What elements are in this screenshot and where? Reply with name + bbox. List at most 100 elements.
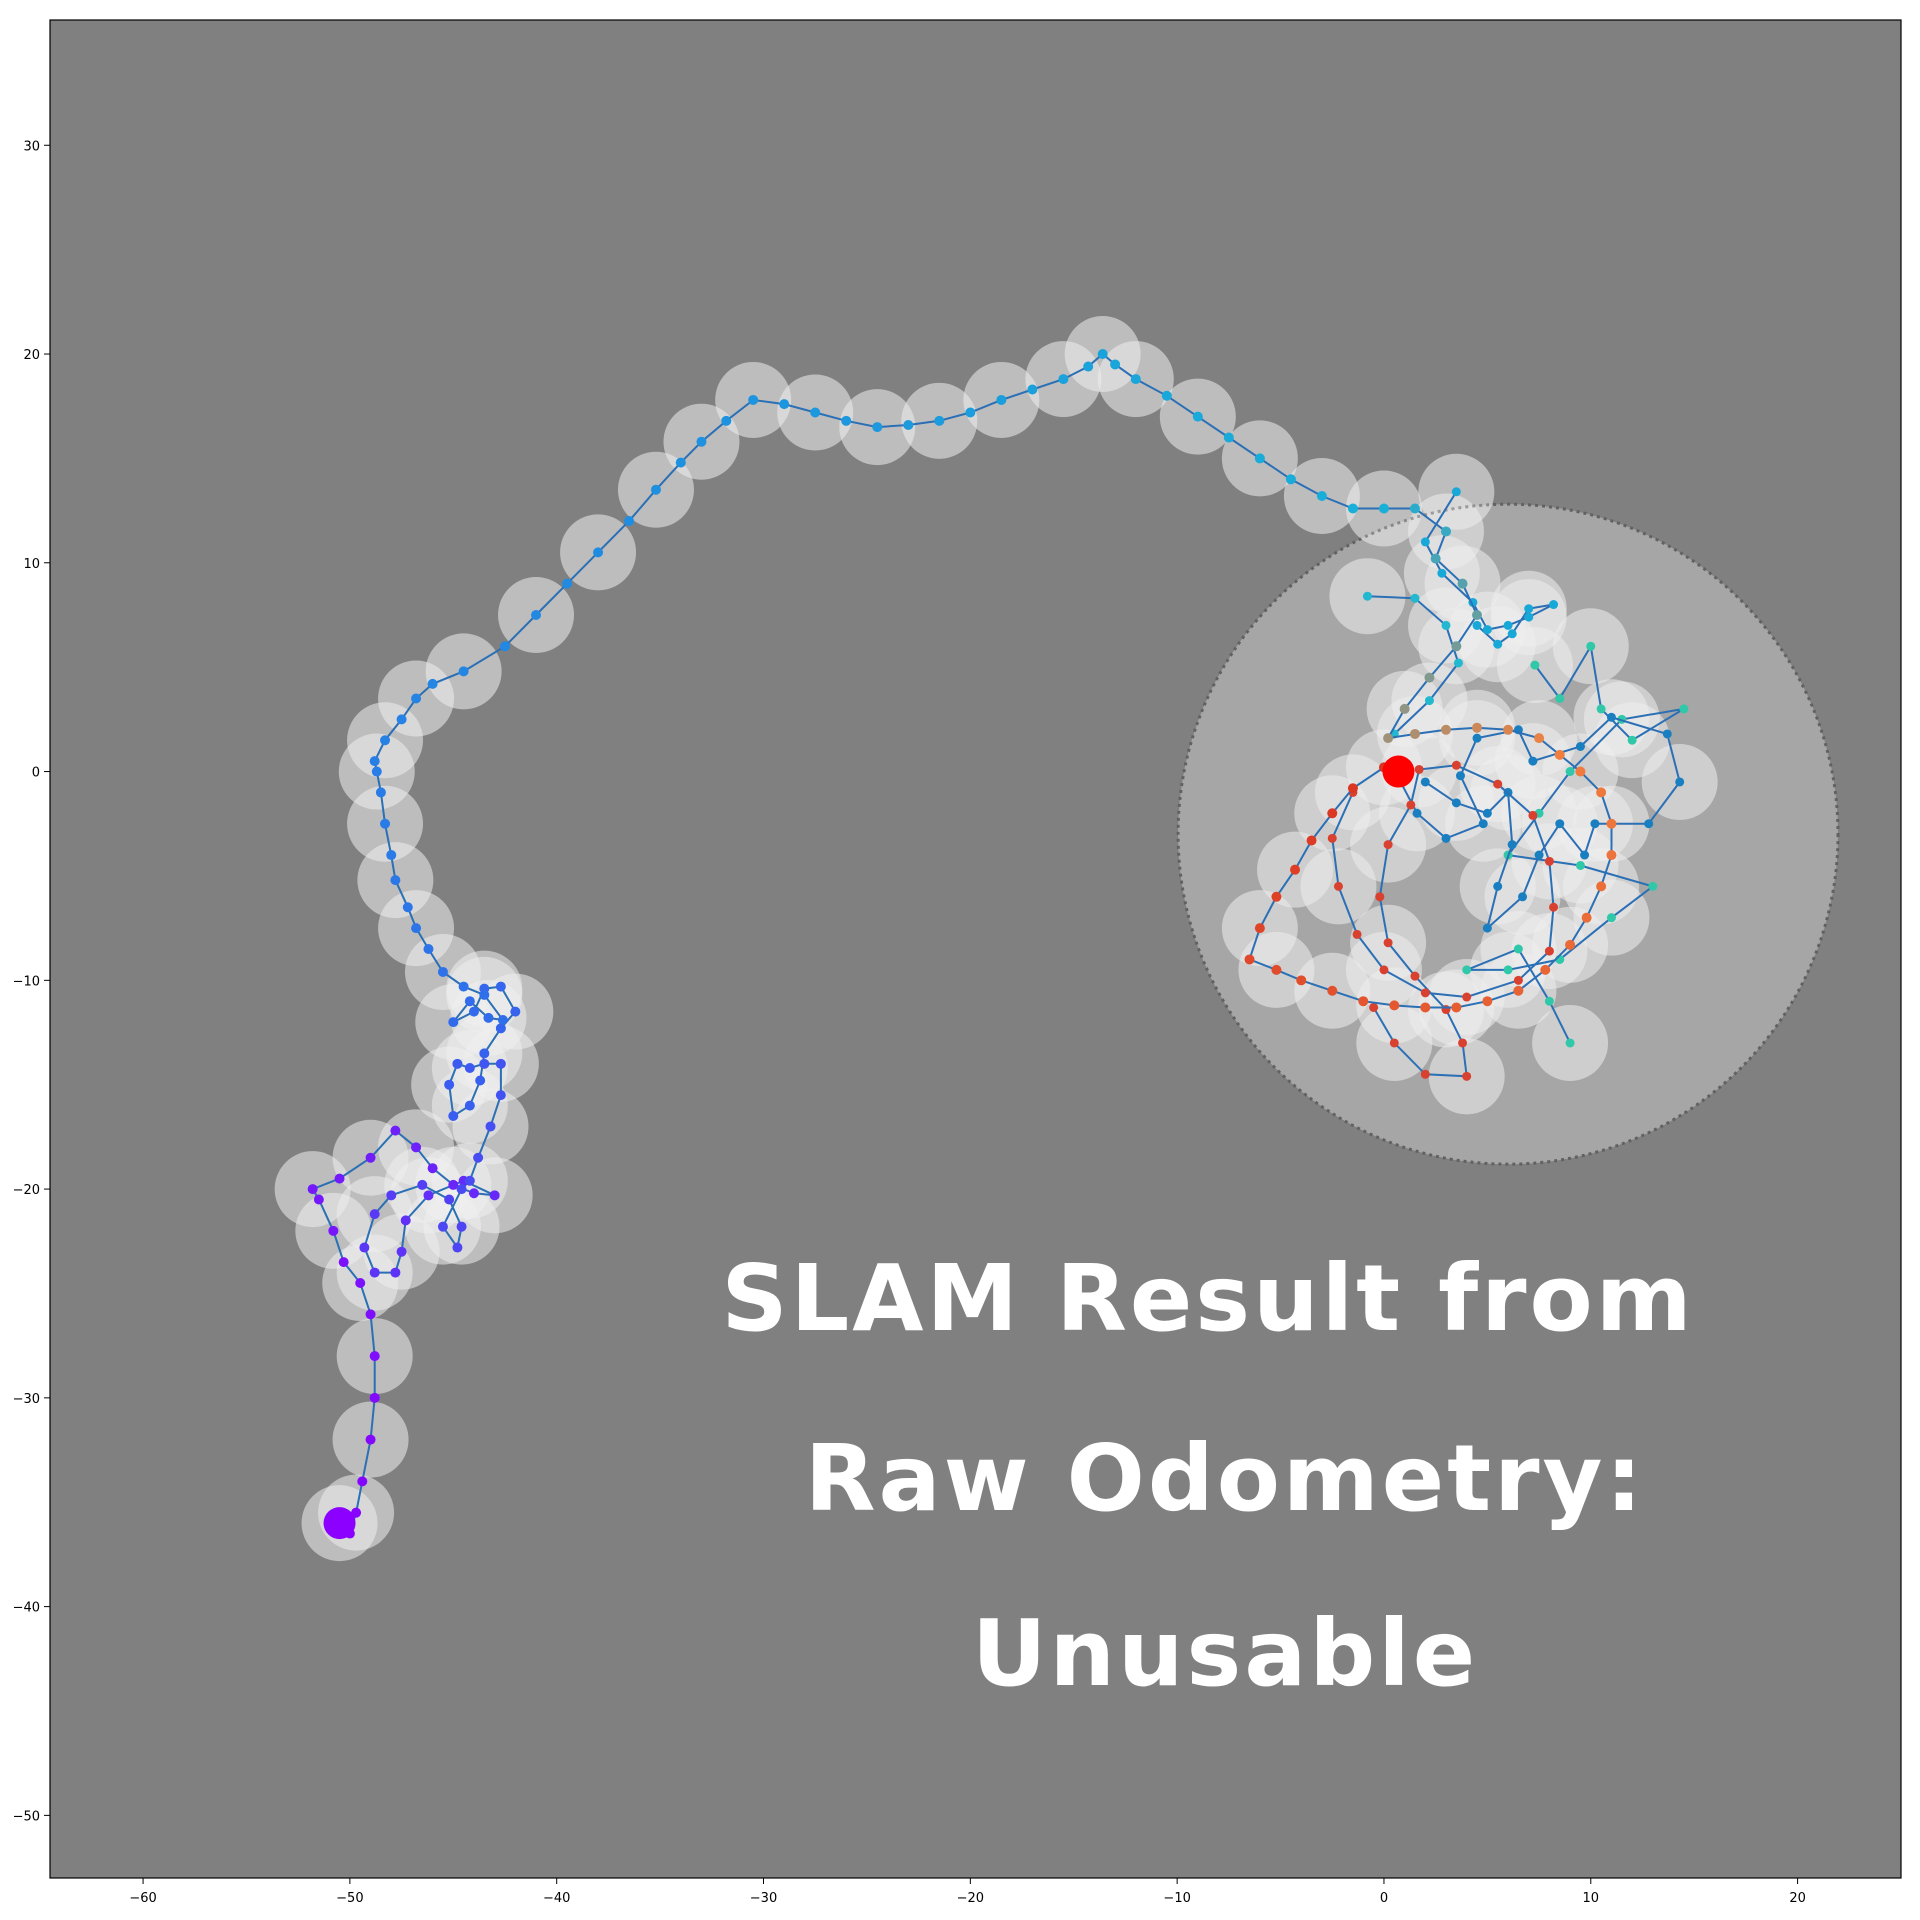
cluster-point <box>1528 756 1538 766</box>
trajectory-point <box>427 678 438 689</box>
trajectory-point <box>1399 703 1410 714</box>
trajectory-point <box>386 850 397 861</box>
cluster-point <box>1451 760 1461 770</box>
cluster-point <box>1327 833 1337 843</box>
trajectory-point <box>380 818 391 829</box>
trajectory-point <box>458 666 469 677</box>
cluster-point <box>1575 741 1585 751</box>
cluster-point <box>1389 1038 1399 1048</box>
trajectory-point <box>444 1194 455 1205</box>
trajectory-point <box>1457 578 1468 589</box>
trajectory-point <box>696 436 707 447</box>
trajectory-clusters <box>1327 487 1689 1081</box>
trajectory-point <box>1503 724 1514 735</box>
trajectory-point <box>369 1267 380 1278</box>
x-tick-label: 20 <box>1789 1891 1806 1906</box>
cluster-point <box>1369 1002 1379 1012</box>
cluster-point <box>1544 996 1554 1006</box>
y-axis: −50 −40 −30 −20 −10 0 10 20 30 <box>13 139 50 1824</box>
overlay-text-line-3: Unusable <box>972 1600 1478 1707</box>
trajectory-point <box>1596 881 1607 892</box>
trajectory-point <box>307 1184 318 1195</box>
trajectory-point <box>903 420 914 431</box>
cluster-point <box>1606 712 1616 722</box>
trajectory-point <box>1596 787 1607 798</box>
cluster-point <box>1451 798 1461 808</box>
cluster-point <box>1437 568 1447 578</box>
trajectory-point <box>1534 733 1545 744</box>
trajectory-point <box>1327 808 1338 819</box>
trajectory-point <box>1347 783 1358 794</box>
cluster-point <box>1565 1038 1575 1048</box>
cluster-point <box>1662 729 1672 739</box>
y-tick-label: −50 <box>13 1809 40 1824</box>
cluster-point <box>1513 975 1523 985</box>
trajectory-line <box>311 352 1613 1536</box>
y-tick-label: 20 <box>23 348 40 363</box>
trajectory-point <box>650 484 661 495</box>
cluster-point <box>1555 819 1565 829</box>
trajectory-point <box>510 1006 521 1017</box>
trajectory-point <box>351 1507 362 1518</box>
cluster-point <box>1590 819 1600 829</box>
trajectory-point <box>1606 818 1617 829</box>
trajectory-point <box>1441 526 1452 537</box>
trajectory-point <box>1389 1000 1400 1011</box>
trajectory-point <box>495 1058 506 1069</box>
trajectory-point <box>386 1190 397 1201</box>
trajectory-point <box>531 609 542 620</box>
trajectory-point <box>448 1179 459 1190</box>
trajectory-point <box>444 1079 455 1090</box>
x-tick-label: −60 <box>129 1891 156 1906</box>
trajectory-point <box>468 1188 479 1199</box>
x-tick-label: −30 <box>750 1891 777 1906</box>
trajectory-point <box>464 1062 475 1073</box>
cluster-point <box>1420 1069 1430 1079</box>
cluster-point <box>1644 819 1654 829</box>
cluster-point <box>1383 840 1393 850</box>
trajectory <box>307 349 1617 1539</box>
trajectory-point <box>499 641 510 652</box>
trajectory-point <box>1409 503 1420 514</box>
cluster-point <box>1549 600 1559 610</box>
trajectory-point <box>996 394 1007 405</box>
trajectory-point <box>1271 891 1282 902</box>
trajectory-point <box>721 415 732 426</box>
trajectory-point <box>1347 503 1358 514</box>
cluster-point <box>1524 604 1534 614</box>
cluster-point <box>1441 833 1451 843</box>
trajectory-point <box>495 1023 506 1034</box>
cluster-point <box>1420 537 1430 547</box>
cluster-point <box>1482 808 1492 818</box>
trajectory-point <box>390 1267 401 1278</box>
cluster-point <box>1406 800 1416 810</box>
trajectory-point <box>417 1179 428 1190</box>
trajectory-point <box>390 875 401 886</box>
trajectory-point <box>369 756 380 767</box>
trajectory-point <box>748 394 759 405</box>
trajectory-point <box>965 407 976 418</box>
cluster-point <box>1455 771 1465 781</box>
cluster-track-line <box>1331 764 1555 1078</box>
trajectory-point <box>1606 850 1617 861</box>
trajectory-point <box>355 1278 366 1289</box>
trajectory-point <box>423 944 434 954</box>
cluster-point <box>1565 767 1575 777</box>
cluster-point <box>1451 487 1461 497</box>
trajectory-point <box>369 1392 380 1403</box>
cluster-point <box>1379 965 1389 975</box>
trajectory-point <box>1244 954 1255 965</box>
cluster-point <box>1441 620 1451 630</box>
trajectory-point <box>411 1142 422 1153</box>
trajectory-point <box>810 407 821 418</box>
trajectory-point <box>390 1125 401 1136</box>
cluster-point <box>1493 639 1503 649</box>
trajectory-point <box>458 981 469 992</box>
x-tick-label: −40 <box>543 1891 570 1906</box>
trajectory-point <box>495 981 506 992</box>
trajectory-point <box>452 1058 463 1069</box>
trajectory-point <box>1472 609 1483 620</box>
cluster-point <box>1375 892 1385 902</box>
cluster-point <box>1472 733 1482 743</box>
